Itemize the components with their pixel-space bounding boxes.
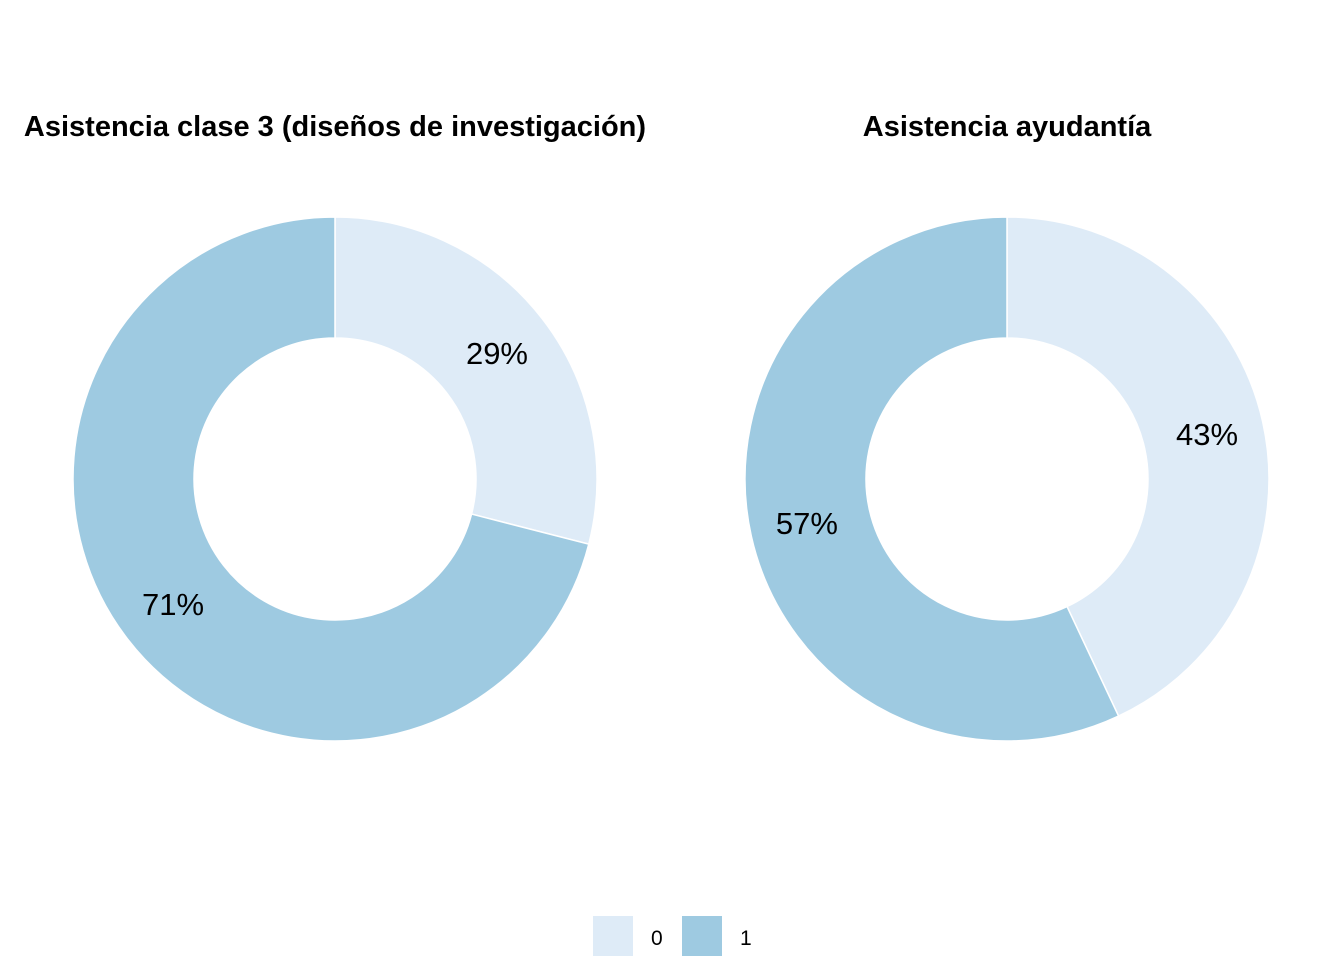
donut-slice-clase-3-1 [72, 216, 590, 742]
donut-chart-clase-3: Asistencia clase 3 (diseños de investiga… [24, 111, 646, 742]
donut-chart-ayudantia: Asistencia ayudantía 43% 57% [744, 111, 1270, 742]
donut-slice-ayudantia-0 [1006, 216, 1270, 718]
donut-slices-ayudantia [744, 216, 1270, 742]
donut-slices-clase-3 [72, 216, 598, 742]
legend: 0 1 [593, 916, 752, 956]
donut-slice-clase-3-0 [334, 216, 598, 546]
donut-slice-ayudantia-1 [744, 216, 1120, 742]
legend-label-0: 0 [651, 927, 663, 950]
donut-labels-clase-3: 29% 71% [142, 336, 528, 622]
chart-title-clase-3: Asistencia clase 3 (diseños de investiga… [24, 111, 646, 143]
legend-swatch-0 [593, 916, 633, 956]
legend-swatch-1 [682, 916, 722, 956]
slice-label-clase-3-0: 29% [466, 336, 528, 371]
chart-title-ayudantia: Asistencia ayudantía [863, 111, 1152, 143]
donut-labels-ayudantia: 43% 57% [776, 417, 1238, 541]
slice-label-ayudantia-1: 57% [776, 506, 838, 541]
legend-label-1: 1 [740, 927, 752, 950]
slice-label-clase-3-1: 71% [142, 587, 204, 622]
slice-label-ayudantia-0: 43% [1176, 417, 1238, 452]
